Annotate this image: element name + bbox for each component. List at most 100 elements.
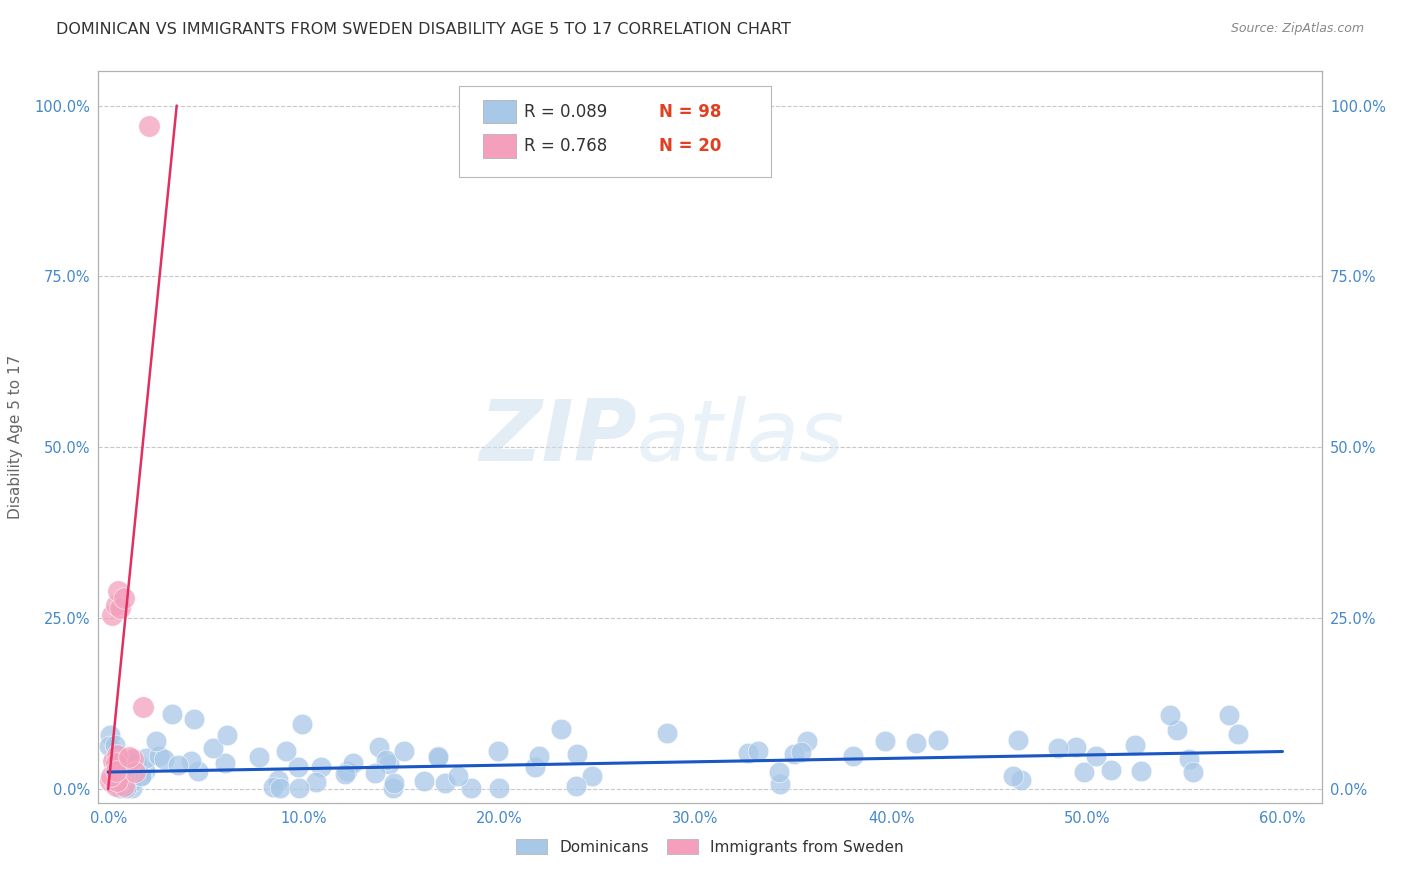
Point	[145, 734, 167, 748]
Point	[427, 749, 450, 764]
Point	[796, 734, 818, 748]
Point	[100, 768, 122, 782]
Point	[104, 738, 127, 752]
Point	[183, 712, 205, 726]
Point	[105, 779, 128, 793]
Point	[135, 751, 157, 765]
Point	[1129, 764, 1152, 779]
Point	[167, 758, 190, 772]
Point	[134, 764, 156, 778]
Point	[1001, 769, 1024, 783]
Point	[108, 772, 131, 787]
Point	[101, 607, 124, 622]
Point	[1159, 708, 1181, 723]
Point	[215, 728, 238, 742]
Point	[873, 734, 896, 748]
Point	[790, 745, 813, 759]
Point	[447, 769, 470, 783]
Point	[124, 765, 146, 780]
Point	[125, 756, 148, 770]
Point	[267, 772, 290, 787]
Point	[105, 598, 128, 612]
Point	[488, 780, 510, 795]
Point	[747, 744, 769, 758]
Point	[108, 780, 131, 795]
Point	[927, 732, 949, 747]
Point	[105, 747, 128, 762]
Point	[364, 765, 387, 780]
Point	[342, 756, 364, 771]
Point	[125, 768, 148, 782]
Point	[367, 739, 389, 754]
Point	[104, 764, 127, 778]
Point	[305, 774, 328, 789]
Point	[291, 717, 314, 731]
Point	[107, 583, 129, 598]
Point	[1084, 749, 1107, 764]
Point	[100, 728, 122, 742]
Point	[103, 754, 125, 768]
Point	[202, 740, 225, 755]
Point	[375, 753, 398, 767]
Point	[394, 744, 416, 758]
Point	[1047, 741, 1070, 756]
Point	[529, 749, 551, 764]
Point	[1010, 773, 1032, 788]
Point	[105, 747, 128, 762]
Point	[657, 725, 679, 739]
Point	[1218, 708, 1240, 723]
Point	[1178, 752, 1201, 766]
Point	[105, 774, 128, 789]
Point	[581, 769, 603, 783]
Point	[104, 756, 127, 771]
Point	[187, 764, 209, 779]
Point	[1073, 764, 1095, 779]
Point	[486, 744, 509, 758]
Point	[737, 747, 759, 761]
Text: N = 98: N = 98	[658, 103, 721, 120]
Point	[378, 756, 401, 771]
Point	[333, 767, 356, 781]
Point	[132, 700, 155, 714]
Point	[1123, 738, 1146, 752]
Text: atlas: atlas	[637, 395, 845, 479]
Point	[112, 591, 135, 605]
Point	[567, 747, 589, 762]
Point	[108, 601, 131, 615]
Point	[523, 760, 546, 774]
Point	[121, 774, 143, 789]
Point	[122, 752, 145, 766]
Point	[115, 780, 138, 795]
Point	[269, 780, 291, 795]
Point	[460, 780, 482, 795]
Point	[1099, 763, 1122, 777]
Point	[288, 780, 311, 795]
Point	[1064, 739, 1087, 754]
Point	[138, 119, 160, 133]
Point	[111, 756, 134, 771]
Point	[769, 776, 792, 790]
Legend: Dominicans, Immigrants from Sweden: Dominicans, Immigrants from Sweden	[510, 833, 910, 861]
Point	[382, 775, 405, 789]
Point	[550, 722, 572, 736]
Point	[276, 744, 298, 758]
Point	[247, 750, 270, 764]
Point	[336, 764, 359, 779]
Point	[103, 763, 125, 777]
Text: R = 0.089: R = 0.089	[524, 103, 607, 120]
Point	[904, 736, 927, 750]
Point	[121, 780, 143, 795]
Point	[118, 764, 141, 779]
FancyBboxPatch shape	[482, 135, 516, 158]
Point	[131, 768, 153, 782]
Point	[382, 780, 405, 795]
Point	[214, 756, 236, 770]
Point	[103, 751, 125, 765]
Point	[121, 752, 143, 766]
Point	[1227, 726, 1250, 740]
Point	[427, 750, 450, 764]
Point	[98, 739, 121, 754]
Point	[114, 766, 136, 780]
Point	[262, 780, 284, 795]
Point	[1166, 723, 1188, 738]
